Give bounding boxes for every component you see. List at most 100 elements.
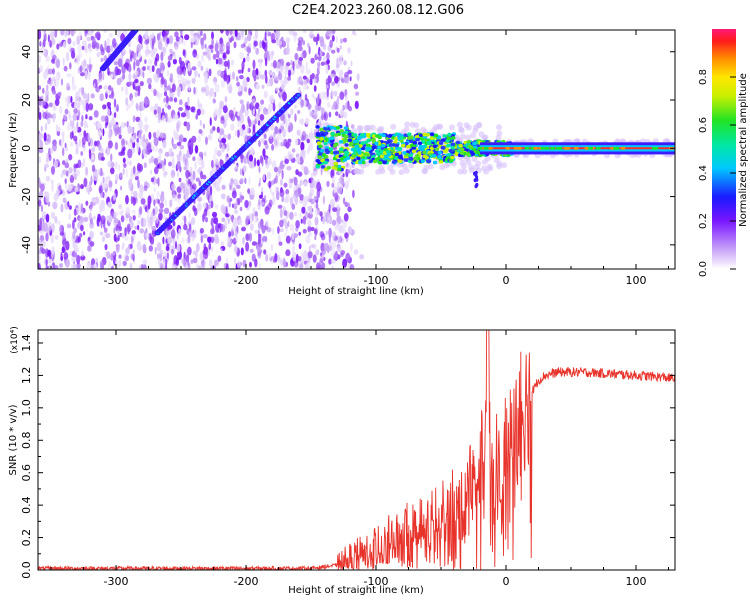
- band-cell: [374, 149, 380, 153]
- spectrogram-noise-cell: [261, 40, 265, 45]
- spectrogram-noise-cell: [314, 104, 318, 113]
- spectrogram-noise-cell: [139, 206, 143, 215]
- spectrogram-noise-cell: [227, 236, 232, 246]
- spectrogram-noise-cell: [177, 79, 182, 84]
- spectrogram-noise-cell: [249, 248, 254, 253]
- spectrogram-noise-cell: [80, 162, 84, 168]
- spectrogram-noise-cell: [68, 213, 71, 220]
- spectrogram-noise-cell: [99, 167, 103, 176]
- spectrogram-noise-cell: [310, 198, 315, 205]
- spectrogram-noise-cell: [101, 152, 104, 157]
- spectrogram-noise-cell: [343, 213, 349, 222]
- spectrogram-noise-cell: [179, 145, 185, 150]
- y-tick-label: 1.0: [20, 399, 33, 417]
- spectrogram-noise-cell: [285, 117, 288, 128]
- spectrogram-noise-cell: [331, 259, 336, 264]
- spectrogram-noise-cell: [178, 134, 184, 143]
- spectrogram-noise-cell: [166, 70, 170, 77]
- spectrogram-noise-cell: [95, 31, 101, 40]
- spectrogram-noise-cell: [61, 246, 65, 253]
- spectrogram-noise-cell: [320, 61, 325, 66]
- spectrogram-noise-cell: [80, 120, 84, 128]
- spectrogram-noise-cell: [289, 196, 294, 206]
- spectrogram-noise-cell: [291, 203, 296, 210]
- spectrogram-noise-cell: [298, 261, 304, 269]
- spectrogram-noise-cell: [59, 42, 64, 47]
- band-cell: [422, 150, 427, 155]
- spectrogram-noise-cell: [202, 123, 206, 129]
- spectrogram-noise-cell: [80, 151, 83, 156]
- spectrogram-noise-cell: [310, 57, 315, 64]
- spectrogram-noise-cell: [200, 108, 205, 115]
- spectrogram-noise-cell: [302, 40, 305, 46]
- spectrogram-noise-cell: [107, 140, 113, 149]
- band-halo: [353, 168, 360, 175]
- spectrogram-noise-cell: [82, 65, 86, 74]
- spectrogram-noise-cell: [107, 203, 112, 208]
- band-cell: [330, 136, 335, 140]
- spectrogram-noise-cell: [306, 138, 310, 144]
- spectrogram-noise-cell: [120, 232, 126, 238]
- spectrogram-noise-cell: [45, 258, 48, 266]
- spectrogram-noise-cell: [246, 125, 249, 135]
- spectrogram-noise-cell: [258, 199, 261, 206]
- spectrogram-noise-cell: [92, 171, 99, 182]
- spectrogram-noise-cell: [42, 111, 48, 119]
- band-halo: [398, 169, 405, 176]
- spectrogram-noise-cell: [85, 185, 91, 193]
- spectrogram-noise-cell: [277, 234, 281, 243]
- spectrogram-noise-cell: [200, 170, 204, 180]
- spectrogram-noise-cell: [69, 174, 75, 184]
- spectrogram-noise-cell: [45, 213, 50, 223]
- spectrogram-noise-cell: [295, 64, 301, 70]
- spectrogram-noise-cell: [65, 240, 70, 251]
- spectrogram-noise-cell: [251, 253, 256, 262]
- spectrogram-noise-cell: [331, 49, 336, 54]
- colorbar: 0.0 0.2 0.4 0.6 0.8 Normalized spectral ampl…: [698, 29, 749, 277]
- spectrogram-noise-cell: [155, 130, 161, 138]
- spectrogram-noise-cell: [63, 114, 67, 121]
- spectrogram-noise-cell: [83, 216, 89, 222]
- spectrogram-noise-cell: [336, 245, 342, 253]
- spectrogram-noise-cell: [82, 231, 86, 236]
- spectrogram-noise-cell: [100, 115, 106, 122]
- spectrogram-noise-cell: [247, 116, 250, 124]
- spectrogram-noise-cell: [275, 186, 280, 194]
- spectrogram-noise-cell: [235, 235, 239, 242]
- spectrogram-noise-cell: [56, 72, 61, 81]
- spectrogram-noise-cell: [150, 49, 155, 58]
- spectrogram-noise-cell: [184, 34, 190, 41]
- band-cell: [324, 148, 329, 152]
- band-cell: [448, 148, 453, 153]
- spectrogram-noise-cell: [308, 178, 312, 184]
- spectrogram-noise-cell: [116, 77, 122, 86]
- spectrogram-noise-cell: [266, 171, 272, 180]
- spectrogram-noise-cell: [161, 114, 166, 122]
- spectrogram-noise-cell: [285, 141, 290, 149]
- spectrogram-noise-cell: [190, 30, 194, 37]
- spectrogram-noise-cell: [258, 108, 261, 114]
- y-tick-label: 0: [20, 145, 33, 152]
- spectrogram-noise-cell: [144, 30, 149, 40]
- spectrogram-noise-cell: [283, 69, 289, 76]
- spectrogram-noise-cell: [113, 211, 119, 217]
- band-halo: [379, 168, 386, 175]
- spectrogram-noise-cell: [231, 190, 237, 199]
- spectrogram-noise-cell: [130, 98, 134, 106]
- spectrogram-noise-cell: [307, 102, 311, 111]
- spectrogram-noise-cell: [151, 228, 157, 237]
- spectrogram-noise-cell: [51, 183, 54, 192]
- spectrogram-noise-cell: [103, 218, 106, 229]
- spectrogram-noise-cell: [305, 60, 308, 71]
- spectrogram-noise-cell: [93, 140, 98, 147]
- band-cell: [360, 141, 365, 145]
- spectrogram-noise-cell: [218, 134, 222, 141]
- spectrogram-noise-cell: [139, 184, 144, 195]
- spectrogram-noise-cell: [138, 130, 142, 139]
- spectrogram-noise-cell: [340, 219, 344, 224]
- spectrogram-noise-cell: [172, 114, 176, 122]
- spectrogram-noise-cell: [258, 140, 261, 147]
- spectrogram-noise-cell: [163, 97, 166, 103]
- spectrogram-noise-cell: [233, 41, 237, 49]
